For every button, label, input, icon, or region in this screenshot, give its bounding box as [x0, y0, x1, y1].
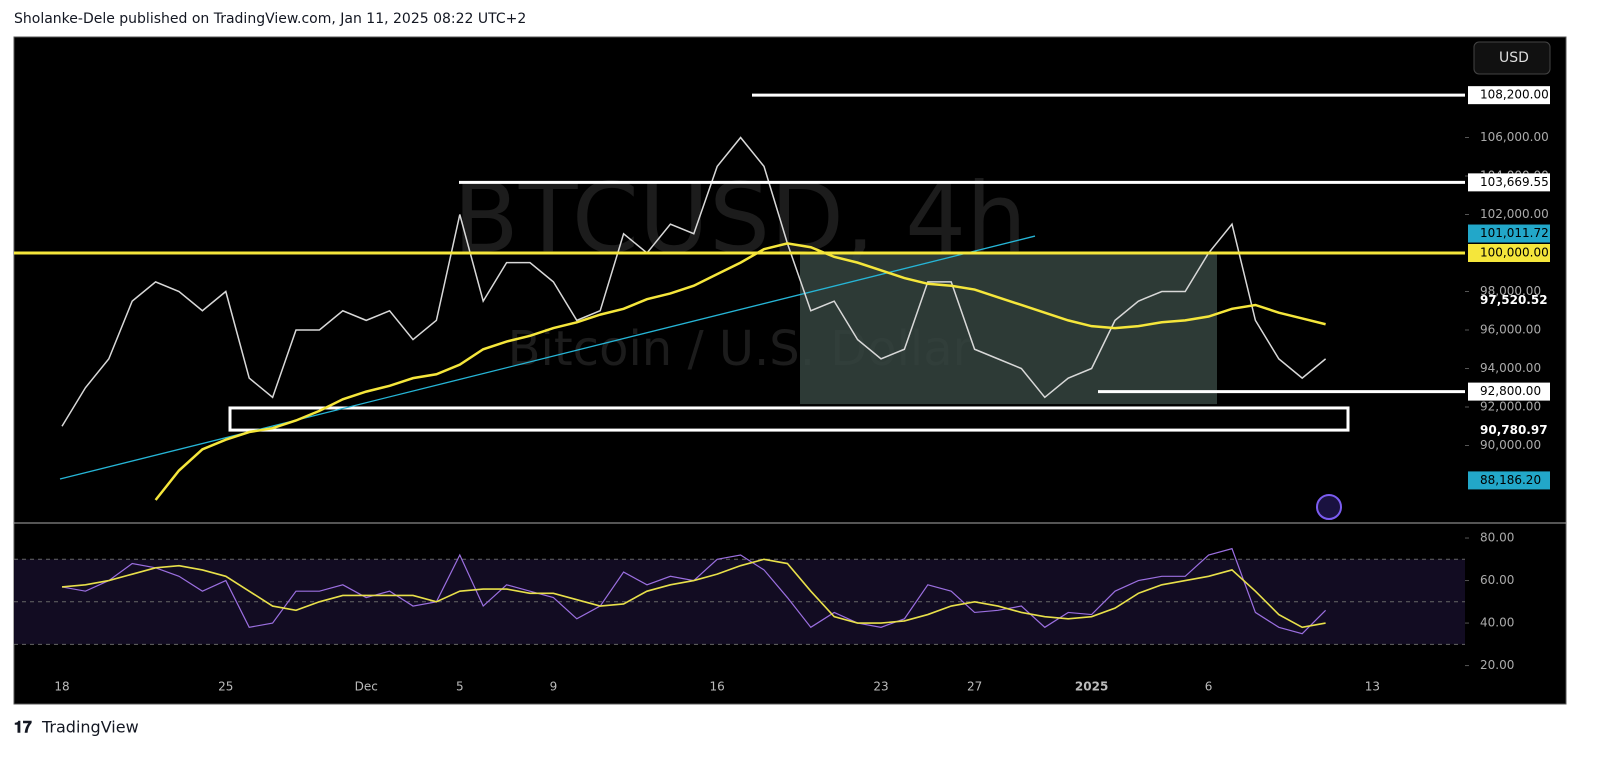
- x-tick-label: 9: [550, 680, 558, 694]
- level-label: 92,800.00: [1480, 384, 1541, 398]
- assistant-icon[interactable]: [1316, 494, 1342, 520]
- rsi-tick-label: 80.00: [1480, 531, 1514, 545]
- level-badge: [1468, 382, 1550, 401]
- currency[interactable]: USD: [1499, 50, 1529, 66]
- rsi-tick-label: 40.00: [1480, 616, 1514, 630]
- y-tick-label: 98,000.00: [1480, 284, 1541, 298]
- zone: [800, 253, 1217, 405]
- level-badge: [1468, 471, 1550, 490]
- x-tick-label: 2025: [1075, 680, 1108, 694]
- zone: [228, 406, 1350, 432]
- series-line: [61, 136, 1327, 427]
- series-line: [61, 558, 1326, 629]
- publish-info: Sholanke-Dele published on TradingView.c…: [14, 11, 526, 27]
- y-tick-label: 102,000.00: [1480, 207, 1549, 221]
- y-tick-label: 96,000.00: [1480, 323, 1541, 337]
- x-tick-label: Dec: [355, 680, 378, 694]
- rsi-tick-label: 60.00: [1480, 573, 1514, 587]
- x-tick-label: 27: [967, 680, 982, 694]
- logo-mark: 𝟏𝟕: [14, 718, 32, 737]
- level-label: 100,000.00: [1480, 246, 1549, 260]
- x-tick-label: 5: [456, 680, 464, 694]
- level-badge: [1468, 173, 1550, 192]
- y-tick-label: 106,000.00: [1480, 130, 1549, 144]
- series-line: [154, 242, 1326, 501]
- currency-button[interactable]: [1473, 41, 1551, 75]
- y-tick-label: 92,000.00: [1480, 400, 1541, 414]
- brand: TradingView: [41, 718, 139, 737]
- trendline: [59, 235, 1036, 480]
- y-tick-label: 90,000.00: [1480, 438, 1541, 452]
- level-label: 103,669.55: [1480, 175, 1549, 189]
- level-badge: [1468, 224, 1550, 243]
- x-tick-label: 6: [1205, 680, 1213, 694]
- x-tick-label: 16: [710, 680, 725, 694]
- level-label: 101,011.72: [1480, 226, 1549, 240]
- level-badge: [1468, 244, 1550, 263]
- x-tick-label: 23: [873, 680, 888, 694]
- level-label: 90,780.97: [1480, 423, 1548, 437]
- level-label: 108,200.00: [1480, 88, 1549, 102]
- y-tick-label: 94,000.00: [1480, 361, 1541, 375]
- level-label: 88,186.20: [1480, 473, 1541, 487]
- x-tick-label: 18: [54, 680, 69, 694]
- x-tick-label: 25: [218, 680, 233, 694]
- level-badge: [1468, 86, 1550, 105]
- level-label: 97,520.52: [1480, 293, 1548, 307]
- rsi-tick-label: 20.00: [1480, 658, 1514, 672]
- x-tick-label: 13: [1365, 680, 1380, 694]
